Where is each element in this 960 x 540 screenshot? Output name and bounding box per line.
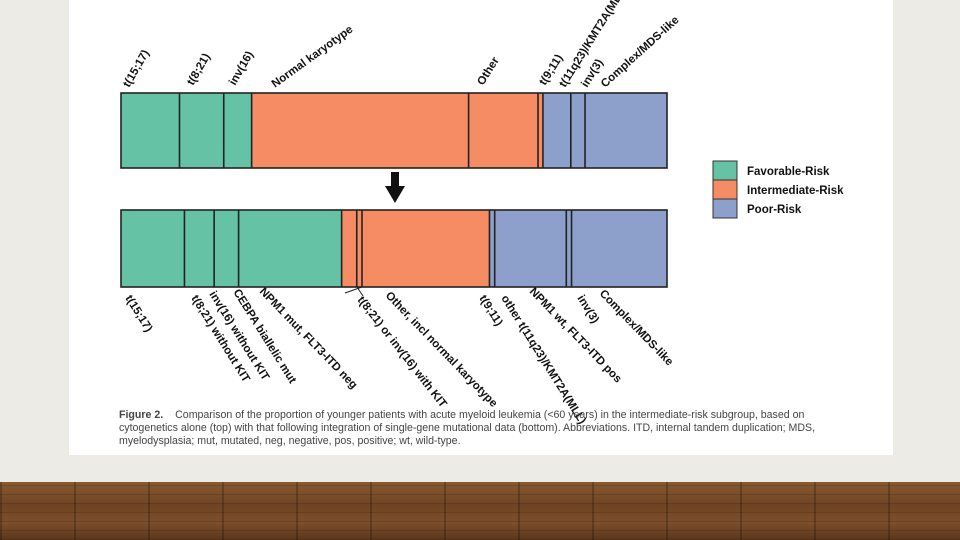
caption-text: Comparison of the proportion of younger … <box>119 409 816 447</box>
bottom-label-other-t11q23: other t(11q23)/KMT2A(MLL) <box>498 293 587 426</box>
top-bar-segment-1 <box>121 93 180 168</box>
top-label-inv16: inv(16) <box>227 49 256 87</box>
top-bar <box>120 92 668 169</box>
bottom-bar-labels: t(15;17) t(8;21) without KIT inv(16) wit… <box>122 286 675 427</box>
top-bar-segment-7 <box>542 93 571 168</box>
top-bar-segment-2 <box>179 93 224 168</box>
bottom-bar-segment-3 <box>214 210 239 287</box>
bottom-bar-segment-8 <box>489 210 495 287</box>
legend-label-intermediate: Intermediate-Risk <box>747 185 844 197</box>
legend-swatch-poor <box>712 198 738 219</box>
bottom-label-complex-mds: Complex/MDS-like <box>597 288 675 369</box>
legend-label-favorable: Favorable-Risk <box>747 166 830 178</box>
top-label-t15-17: t(15;17) <box>121 48 152 90</box>
wooden-floor-background <box>0 482 960 540</box>
top-label-other: Other <box>475 55 502 88</box>
top-bar-segment-6 <box>538 93 543 168</box>
top-label-t8-21: t(8;21) <box>185 51 213 87</box>
bottom-bar-segment-10 <box>566 210 572 287</box>
bottom-connector-lines <box>344 286 364 297</box>
top-bar-outline <box>120 92 668 169</box>
top-bar-segment-5 <box>468 93 539 168</box>
down-arrow-icon <box>385 172 405 203</box>
caption-label: Figure 2. <box>119 409 164 421</box>
bottom-bar <box>120 209 668 288</box>
legend-label-poor: Poor-Risk <box>747 204 802 216</box>
bottom-bar-segment-11 <box>571 210 667 287</box>
bottom-bar-segment-1 <box>121 210 185 287</box>
top-bar-labels: t(15;17) t(8;21) inv(16) Normal karyotyp… <box>121 0 681 90</box>
bottom-label-inv3: inv(3) <box>574 293 601 326</box>
top-bar-segment-9 <box>585 93 667 168</box>
top-bar-segment-3 <box>223 93 252 168</box>
legend-swatch-intermediate <box>712 179 738 200</box>
top-bar-segment-8 <box>570 93 586 168</box>
bottom-bar-segment-4 <box>238 210 342 287</box>
slide-figure: t(15;17) t(8;21) inv(16) Normal karyotyp… <box>69 0 893 455</box>
bottom-label-t15-17: t(15;17) <box>122 293 154 334</box>
bottom-bar-outline <box>120 209 668 288</box>
bottom-bar-segment-5 <box>341 210 357 287</box>
risk-diagram: t(15;17) t(8;21) inv(16) Normal karyotyp… <box>120 0 844 427</box>
top-label-normal-karyotype: Normal karyotype <box>270 24 356 91</box>
bottom-bar-segment-6 <box>356 210 362 287</box>
legend-swatch-favorable <box>712 160 738 181</box>
top-bar-segment-4 <box>251 93 469 168</box>
top-label-complex-mds: Complex/MDS-like <box>599 14 682 90</box>
figure-caption: Figure 2. Comparison of the proportion of… <box>119 409 861 448</box>
bottom-bar-segment-9 <box>494 210 567 287</box>
bottom-bar-segment-7 <box>361 210 490 287</box>
legend: Favorable-Risk Intermediate-Risk Poor-Ri… <box>712 160 844 219</box>
bottom-bar-segment-2 <box>184 210 215 287</box>
